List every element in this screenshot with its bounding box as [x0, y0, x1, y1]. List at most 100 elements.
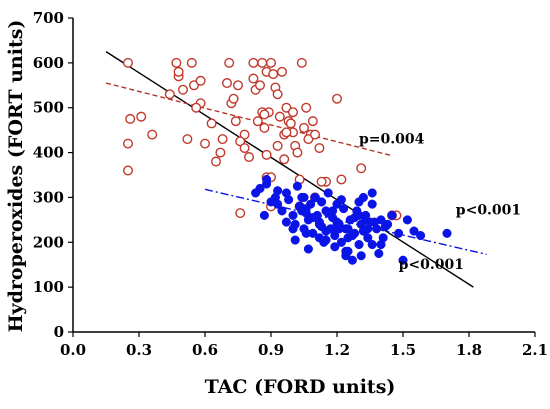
open-circle-point [224, 57, 235, 68]
open-circle-point [199, 138, 210, 149]
regression-lines [105, 51, 487, 288]
open-circle-point [188, 80, 199, 91]
y-tick-label: 400 [33, 144, 64, 162]
open-circle-point [281, 127, 292, 138]
open-circle-point [314, 143, 325, 154]
open-circle-point [257, 57, 268, 68]
open-circle-point [307, 116, 318, 127]
red-fit-line [105, 82, 393, 157]
filled-circle-point [367, 188, 377, 198]
open-circle-point [303, 134, 314, 145]
y-tick-label: 300 [33, 188, 64, 206]
open-circle-point [259, 109, 270, 120]
open-circle-point [299, 122, 310, 133]
filled-circle-point [354, 239, 364, 250]
filled-circle-point [314, 233, 324, 243]
filled-circle-point [387, 210, 397, 220]
filled-circle-point [336, 237, 346, 247]
filled-circle-point [288, 224, 298, 234]
open-circle-point [235, 208, 246, 219]
open-circle-point [277, 66, 288, 77]
filled-circle-point [301, 228, 311, 238]
filled-circle-point [301, 208, 311, 218]
filled-circle-point [277, 206, 287, 216]
overall-fit-line [105, 51, 474, 288]
filled-circle-point [292, 181, 302, 191]
filled-circle-point [361, 215, 371, 225]
axes [68, 17, 536, 337]
x-tick-label: 0.0 [60, 341, 86, 359]
filled-circle-point [321, 226, 331, 236]
filled-circle-point [343, 224, 353, 234]
filled-circle-point [402, 215, 412, 225]
open-circle-point [310, 129, 321, 140]
filled-circle-point [303, 244, 313, 254]
open-circle-point [254, 80, 265, 91]
open-circle-point [239, 143, 250, 154]
y-tick-label: 200 [33, 233, 64, 251]
open-circle-point [215, 147, 226, 158]
open-circle-point [182, 134, 193, 145]
filled-circle-point [347, 255, 357, 265]
open-circle-point [252, 116, 263, 127]
p-value-annotation: p<0.001 [399, 257, 464, 273]
open-circle-point [217, 134, 228, 145]
filled-circle-point [255, 183, 265, 194]
open-circle-point [248, 57, 259, 68]
open-circle-point [164, 89, 175, 100]
x-tick-label: 1.8 [456, 341, 482, 359]
filled-circle-point [330, 242, 340, 252]
p-value-annotation: p<0.001 [456, 202, 521, 218]
open-circle-point [173, 66, 184, 77]
filled-circle-point [416, 231, 426, 241]
filled-circle-point [314, 219, 324, 229]
filled-circle-point [295, 201, 305, 211]
filled-circle-point [376, 239, 386, 250]
y-axis-title: Hydroperoxides (FORT units) [5, 20, 27, 333]
x-tick-label: 1.5 [390, 341, 416, 359]
open-circle-point [221, 78, 232, 89]
filled-circle-point [308, 213, 318, 223]
open-circle-point [292, 147, 303, 158]
filled-circle-point [356, 251, 366, 261]
y-tick-label: 500 [33, 99, 64, 117]
filled-circle-point [380, 222, 390, 232]
open-circle-point [261, 149, 272, 160]
open-circle-point [248, 73, 259, 84]
filled-circle-point [336, 195, 346, 205]
x-axis-title: TAC (FORD units) [205, 376, 396, 398]
open-circle-point [274, 111, 285, 122]
y-tick-label: 700 [33, 9, 64, 27]
open-circle-point [243, 152, 254, 163]
filled-circle-point [273, 199, 283, 209]
open-circle-point [122, 57, 133, 68]
filled-circle-point [354, 210, 364, 220]
x-tick-label: 0.9 [258, 341, 284, 359]
filled-circle-point [339, 204, 349, 214]
filled-circle-point [358, 192, 368, 202]
open-circle-point [239, 129, 250, 140]
filled-circle-point [290, 235, 300, 245]
filled-circle-point [341, 251, 351, 261]
open-circle-point [122, 165, 133, 176]
filled-circle-point [369, 217, 379, 227]
filled-circle-point [317, 197, 327, 207]
x-tick-label: 1.2 [324, 341, 350, 359]
open-circle-point [316, 176, 327, 187]
y-tick-label: 0 [54, 323, 64, 341]
open-circle-point [235, 136, 246, 147]
open-circle-point [332, 93, 343, 104]
filled-circle-point [328, 206, 338, 216]
filled-circle-point [363, 224, 373, 234]
open-circle-point [336, 174, 347, 185]
open-circle-point [266, 57, 277, 68]
open-circle-point [230, 116, 241, 127]
filled-circle-point [310, 192, 320, 202]
open-circle-point [186, 57, 197, 68]
filled-circle-point [394, 228, 404, 238]
open-circle-point [268, 69, 279, 80]
filled-circle-point [273, 186, 283, 196]
data-points [122, 57, 452, 265]
